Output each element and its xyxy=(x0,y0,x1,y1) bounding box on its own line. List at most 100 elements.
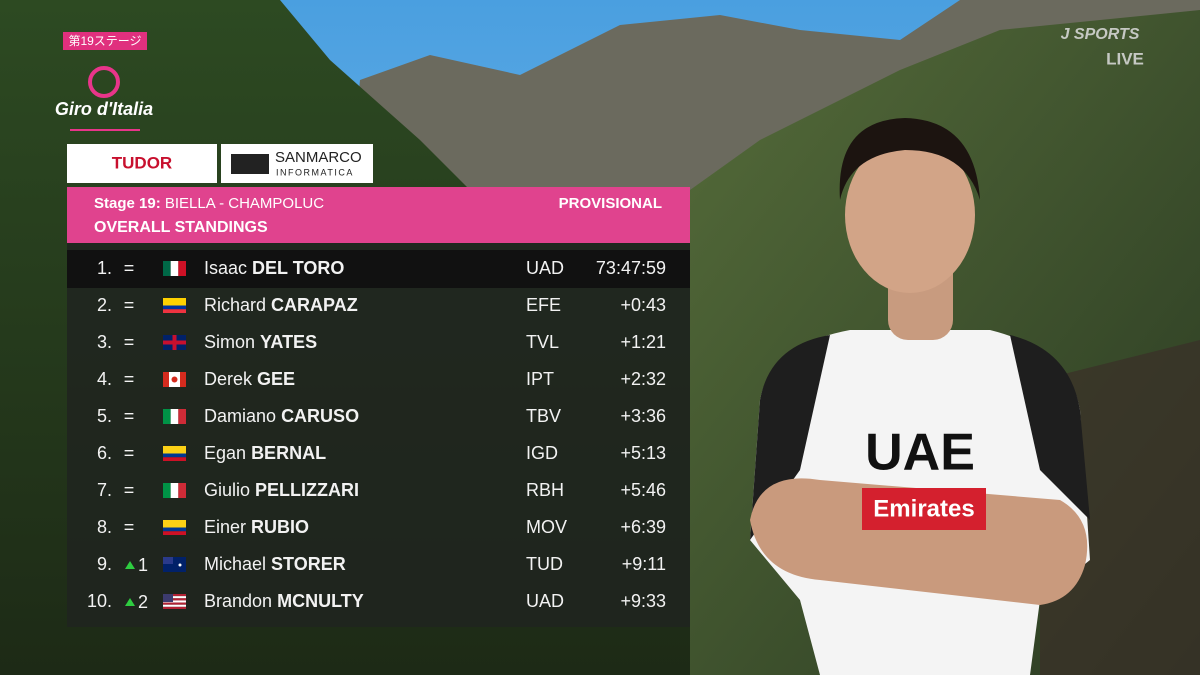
header-status: PROVISIONAL xyxy=(559,195,662,212)
sponsor: INFORMATICA xyxy=(276,167,354,177)
jersey-text: UAE xyxy=(865,424,975,482)
flag xyxy=(163,600,186,603)
rider-name: Michael STORER xyxy=(204,554,346,574)
flag xyxy=(163,309,186,313)
position-change: = xyxy=(124,295,135,315)
team: UAD xyxy=(526,591,564,611)
time: +5:46 xyxy=(620,480,666,500)
team: EFE xyxy=(526,295,561,315)
team: TVL xyxy=(526,332,559,352)
flag xyxy=(170,483,179,498)
rider-name: Giulio PELLIZZARI xyxy=(204,480,359,500)
position-change: = xyxy=(124,443,135,463)
team: RBH xyxy=(526,480,564,500)
position-change: = xyxy=(124,480,135,500)
last-name: GEE xyxy=(257,369,295,389)
time: +3:36 xyxy=(620,406,666,426)
rider-name: Derek GEE xyxy=(204,369,295,389)
team: MOV xyxy=(526,517,567,537)
sponsor-icon xyxy=(231,154,269,174)
up-arrow xyxy=(125,561,135,569)
flag xyxy=(163,596,186,599)
stage-tag-box xyxy=(63,32,147,50)
flag xyxy=(163,557,173,564)
last-name: DEL TORO xyxy=(252,258,344,278)
flag xyxy=(163,446,186,454)
last-name: RUBIO xyxy=(251,517,309,537)
flag xyxy=(163,594,186,597)
time: +9:11 xyxy=(622,554,666,574)
flag xyxy=(163,606,186,609)
flag xyxy=(171,376,178,383)
sponsor: TUDOR xyxy=(112,153,172,172)
header-title: OVERALL STANDINGS xyxy=(94,219,268,236)
flag xyxy=(163,604,186,607)
flag xyxy=(178,409,186,424)
rank: 8. xyxy=(97,517,112,537)
position-change: = xyxy=(124,369,135,389)
position-change: 2 xyxy=(138,592,148,612)
flag xyxy=(163,594,173,602)
rank: 6. xyxy=(97,443,112,463)
table-bg xyxy=(67,243,690,627)
first-name: Richard xyxy=(204,295,266,315)
last-name: STORER xyxy=(271,554,346,574)
first-name: Isaac xyxy=(204,258,247,278)
time: +1:21 xyxy=(620,332,666,352)
rank: 7. xyxy=(97,480,112,500)
rider-name: Brandon MCNULTY xyxy=(204,591,364,611)
jersey-text: Emirates xyxy=(873,495,974,522)
broadcaster: J SPORTS xyxy=(1061,26,1140,43)
stage-tag: 第19ステージ xyxy=(68,34,141,48)
sponsor: SANMARCO xyxy=(275,149,362,166)
flag xyxy=(163,483,171,498)
flag xyxy=(163,457,186,461)
flag xyxy=(170,261,179,276)
broadcaster-status: LIVE xyxy=(1106,49,1144,68)
time: +6:39 xyxy=(620,517,666,537)
rank: 3. xyxy=(97,332,112,352)
last-name: CARAPAZ xyxy=(271,295,358,315)
rank: 9. xyxy=(97,554,112,574)
race-logo: Giro d'Italia xyxy=(55,99,153,119)
flag xyxy=(163,261,171,276)
rider-name: Einer RUBIO xyxy=(204,517,309,537)
position-change: = xyxy=(124,258,135,278)
flag xyxy=(163,598,186,601)
flag xyxy=(178,563,182,567)
flag xyxy=(163,520,186,528)
position-change: 1 xyxy=(138,555,148,575)
rider-name: Isaac DEL TORO xyxy=(204,258,344,278)
time: 73:47:59 xyxy=(596,258,666,278)
last-name: CARUSO xyxy=(281,406,359,426)
position-change: = xyxy=(124,332,135,352)
rank: 2. xyxy=(97,295,112,315)
race-icon xyxy=(88,66,120,98)
team: UAD xyxy=(526,258,564,278)
flag xyxy=(178,483,186,498)
rider: UAE Emirates xyxy=(750,118,1090,675)
stage: Stage 19: xyxy=(94,195,161,212)
rider-name: Damiano CARUSO xyxy=(204,406,359,426)
last-name: PELLIZZARI xyxy=(255,480,359,500)
position-change: = xyxy=(124,406,135,426)
flag xyxy=(178,261,186,276)
first-name: Einer xyxy=(204,517,246,537)
first-name: Giulio xyxy=(204,480,250,500)
flag xyxy=(163,372,169,387)
flag xyxy=(170,409,179,424)
time: +2:32 xyxy=(620,369,666,389)
header-box xyxy=(67,187,690,243)
first-name: Derek xyxy=(204,369,253,389)
first-name: Simon xyxy=(204,332,255,352)
sponsor-box xyxy=(67,144,217,183)
header-stage: Stage 19: BIELLA - CHAMPOLUC xyxy=(94,195,324,212)
last-name: MCNULTY xyxy=(277,591,364,611)
flag xyxy=(180,372,186,387)
rider-name: Egan BERNAL xyxy=(204,443,326,463)
flag xyxy=(163,453,186,458)
rank: 10. xyxy=(87,591,112,611)
flag xyxy=(163,305,186,310)
rank: 4. xyxy=(97,369,112,389)
